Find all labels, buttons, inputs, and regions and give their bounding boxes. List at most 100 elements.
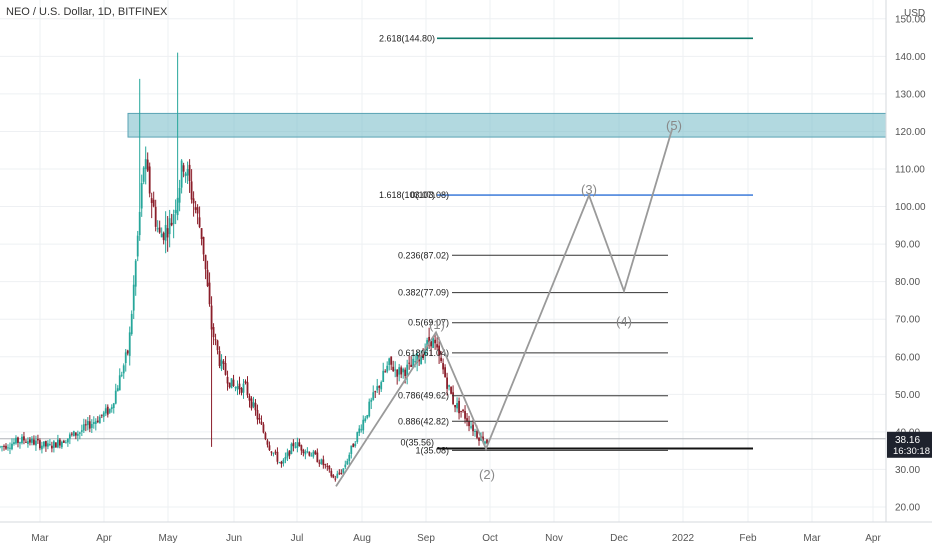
- candle-body: [296, 442, 299, 448]
- candle-body: [252, 402, 255, 407]
- candle-body: [17, 437, 19, 443]
- candle-body: [398, 367, 401, 375]
- candle-body: [372, 392, 375, 400]
- candle-body: [414, 361, 417, 363]
- candle-body: [226, 376, 229, 384]
- candle-body: [154, 206, 157, 227]
- candle-body: [152, 199, 155, 207]
- candle-body: [230, 378, 233, 389]
- candle-body: [462, 409, 464, 412]
- candle-body: [84, 424, 87, 426]
- candle-body: [214, 339, 217, 341]
- candle-body: [276, 451, 279, 462]
- candle-body: [19, 442, 21, 444]
- candle-body: [102, 412, 105, 417]
- candle-body: [148, 166, 151, 194]
- candle-body: [132, 284, 135, 311]
- candle-body: [416, 353, 419, 364]
- y-tick-label: 60.00: [895, 352, 920, 363]
- candle-body: [204, 254, 207, 270]
- candle-body: [90, 424, 93, 428]
- candle-body: [354, 443, 357, 447]
- fib-retracement-label: 0.382(77.09): [398, 288, 449, 298]
- candle-body: [202, 237, 205, 255]
- candle-body: [128, 332, 131, 356]
- candle-body: [184, 173, 187, 176]
- candle-body: [280, 461, 283, 464]
- candle-body: [106, 406, 109, 415]
- x-tick-label: Nov: [545, 533, 563, 544]
- candle-body: [386, 365, 389, 372]
- candle-body: [364, 418, 367, 421]
- candle-body: [438, 345, 440, 356]
- candle-body: [306, 451, 309, 453]
- candles-group: [0, 52, 488, 482]
- candle-body: [470, 426, 472, 428]
- resistance-zone: [127, 112, 887, 138]
- candle-body: [98, 416, 101, 424]
- candle-body: [0, 446, 1, 448]
- candle-body: [294, 446, 297, 448]
- candle-body: [116, 388, 119, 392]
- candle-body: [430, 341, 433, 347]
- x-tick-label: Mar: [803, 533, 821, 544]
- candle-body: [408, 362, 411, 364]
- wave-label: (2): [479, 467, 495, 482]
- candle-body: [248, 395, 251, 401]
- candle-body: [262, 424, 265, 433]
- candle-body: [122, 365, 125, 374]
- currency-label: USD: [904, 8, 925, 19]
- candle-body: [406, 364, 409, 377]
- candle-body: [52, 441, 55, 448]
- candle-body: [482, 436, 484, 442]
- candle-body: [466, 418, 468, 422]
- candle-body: [268, 445, 271, 451]
- candle-body: [330, 470, 333, 477]
- candle-body: [138, 211, 141, 236]
- candle-body: [290, 443, 293, 454]
- candle-body: [300, 445, 303, 451]
- candle-body: [454, 405, 456, 408]
- y-tick-label: 100.00: [895, 202, 926, 213]
- candle-body: [66, 438, 69, 443]
- candle-body: [168, 218, 171, 235]
- y-tick-label: 70.00: [895, 315, 920, 326]
- y-tick-label: 110.00: [895, 164, 925, 175]
- candle-body: [88, 421, 91, 429]
- candle-body: [100, 414, 103, 416]
- candle-body: [124, 352, 127, 364]
- candle-body: [156, 228, 159, 230]
- candle-body: [11, 443, 13, 450]
- candle-body: [186, 169, 189, 176]
- candle-body: [142, 167, 145, 182]
- candle-body: [244, 381, 247, 384]
- candle-body: [170, 222, 173, 226]
- candle-body: [72, 431, 75, 437]
- candle-body: [228, 382, 231, 388]
- candle-body: [332, 475, 335, 478]
- candle-body: [246, 382, 249, 396]
- candle-body: [144, 159, 147, 169]
- candle-body: [448, 385, 450, 387]
- candle-body: [468, 420, 470, 427]
- candle-body: [258, 417, 261, 420]
- candle-body: [264, 433, 267, 440]
- fib-zero-label: 0(35.56): [400, 438, 434, 448]
- y-tick-label: 20.00: [895, 502, 920, 513]
- candle-body: [31, 438, 33, 443]
- y-tick-label: 140.00: [895, 52, 926, 63]
- candle-body: [376, 386, 379, 391]
- candle-body: [388, 358, 391, 365]
- current-price-tag: [887, 431, 932, 458]
- candle-body: [134, 260, 137, 287]
- candle-body: [340, 473, 343, 475]
- x-tick-label: Jul: [291, 533, 304, 544]
- candle-body: [172, 214, 175, 224]
- candle-body: [236, 386, 239, 390]
- candle-body: [146, 159, 149, 171]
- candle-body: [3, 445, 5, 447]
- y-tick-label: 30.00: [895, 465, 920, 476]
- candle-body: [54, 442, 57, 448]
